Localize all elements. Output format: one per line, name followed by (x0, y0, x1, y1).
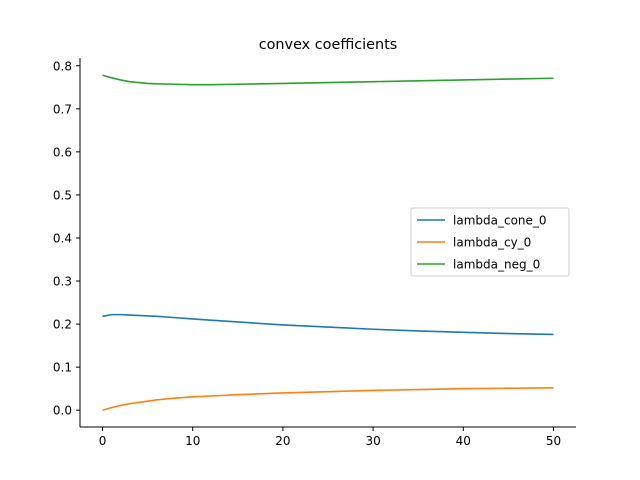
y-tick-label: 0.1 (53, 361, 72, 375)
legend: lambda_cone_0 lambda_cy_0 lambda_neg_0 (410, 207, 570, 277)
axes: 0 10 20 30 40 50 0.0 0.1 0.2 0.3 0.4 0.5 0.6 0.7 0.8 (53, 58, 576, 448)
x-tick-label: 30 (365, 434, 380, 448)
y-tick-label: 0.4 (53, 231, 72, 245)
legend-box (410, 207, 570, 277)
y-tick-label: 0.5 (53, 188, 72, 202)
y-tick-label: 0.3 (53, 275, 72, 289)
series-line-lambda_neg_0 (102, 74, 554, 86)
x-tick-label: 0 (99, 434, 107, 448)
x-tick-label: 50 (546, 434, 561, 448)
x-tick-label: 40 (456, 434, 471, 448)
series-line-lambda_cone_0 (102, 313, 554, 336)
y-tick-label: 0.8 (53, 59, 72, 73)
y-tick-label: 0.7 (53, 102, 72, 116)
y-tick-label: 0.0 (53, 404, 72, 418)
legend-label: lambda_cy_0 (453, 236, 531, 250)
y-tick-label: 0.6 (53, 145, 72, 159)
plot-lines (102, 74, 554, 411)
series-line-lambda_cy_0 (102, 387, 554, 411)
x-tick-label: 20 (275, 434, 290, 448)
y-tick-label: 0.2 (53, 318, 72, 332)
legend-label: lambda_cone_0 (453, 214, 547, 228)
chart-title: convex coefficients (259, 37, 398, 53)
x-tick-label: 10 (185, 434, 200, 448)
legend-label: lambda_neg_0 (453, 258, 540, 272)
